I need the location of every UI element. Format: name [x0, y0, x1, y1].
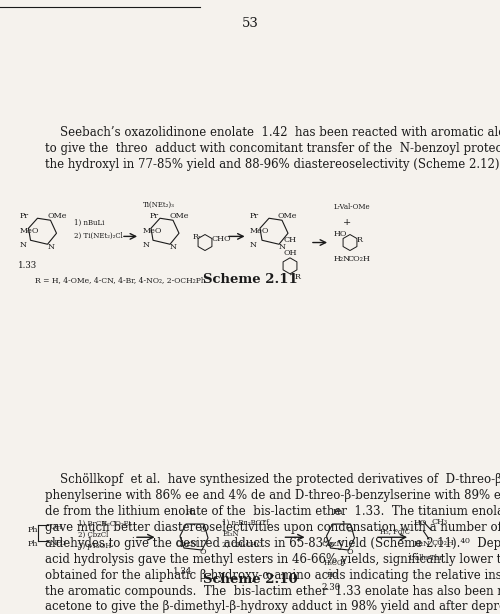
- Text: N: N: [250, 241, 257, 249]
- Text: 1) n-Bu₂BOTf,: 1) n-Bu₂BOTf,: [222, 519, 272, 527]
- Text: phenylserine with 86% ee and 4% de and D-threo-β-benzylserine with 89% ee and 66: phenylserine with 86% ee and 4% de and D…: [45, 489, 500, 502]
- Text: H₃CO: H₃CO: [324, 559, 343, 567]
- Text: Ph: Ph: [332, 508, 343, 516]
- Text: Scheme 2.10: Scheme 2.10: [202, 573, 298, 586]
- Text: O: O: [346, 548, 353, 556]
- Text: N: N: [48, 243, 54, 251]
- Text: CO₂H: CO₂H: [347, 255, 370, 263]
- Text: Ph: Ph: [186, 508, 196, 516]
- Text: O: O: [346, 526, 353, 534]
- Text: H₂N: H₂N: [334, 255, 351, 263]
- Text: Scheme 2.11: Scheme 2.11: [202, 273, 298, 286]
- Text: de from the lithium enolate of the  bis-lactim ether  1.33.  The titanium enolat: de from the lithium enolate of the bis-l…: [45, 505, 500, 518]
- Text: OMe: OMe: [170, 212, 190, 220]
- Text: acetone to give the β-dimethyl-β-hydroxy adduct in 98% yield and after deprotect: acetone to give the β-dimethyl-β-hydroxy…: [45, 600, 500, 613]
- Text: MeO: MeO: [20, 227, 40, 235]
- Text: 1) BrCH₂CO₂Et: 1) BrCH₂CO₂Et: [78, 520, 131, 528]
- Text: CO₂H: CO₂H: [431, 539, 454, 547]
- Text: to give the  threo  adduct with concomitant transfer of the  N-benzoyl protectin: to give the threo adduct with concomitan…: [45, 142, 500, 155]
- Text: R = H, 4-OMe, 4-CN, 4-Br, 4-NO₂, 2-OCH₂Ph: R = H, 4-OMe, 4-CN, 4-Br, 4-NO₂, 2-OCH₂P…: [34, 276, 205, 284]
- Text: OMe: OMe: [278, 212, 297, 220]
- Text: 1.34: 1.34: [173, 567, 192, 576]
- Text: 2) CbzCl: 2) CbzCl: [78, 531, 108, 539]
- Text: NH₂: NH₂: [50, 539, 67, 547]
- Text: MeO: MeO: [250, 227, 270, 235]
- Text: CbzN: CbzN: [322, 540, 344, 548]
- Text: aldehydes to give the desired adducts in 65-83% yield (Scheme 2.11).⁴⁰  Deprotec: aldehydes to give the desired adducts in…: [45, 537, 500, 550]
- Text: OMe: OMe: [48, 212, 67, 220]
- Text: OH: OH: [284, 249, 298, 257]
- Text: CHO: CHO: [211, 235, 231, 243]
- Text: gave much better diastereoselectivities upon condensation with a number of aroma: gave much better diastereoselectivities …: [45, 521, 500, 534]
- Text: N: N: [20, 241, 27, 249]
- Text: +: +: [344, 218, 351, 227]
- Text: Pr: Pr: [150, 212, 159, 220]
- Text: 2) CH₃CHO: 2) CH₃CHO: [222, 541, 263, 549]
- Text: N: N: [170, 243, 177, 251]
- Text: Ph: Ph: [28, 540, 38, 548]
- Text: R-: R-: [192, 233, 201, 241]
- Text: H: H: [340, 558, 346, 565]
- Text: CbzN: CbzN: [175, 540, 198, 548]
- Text: HO: HO: [414, 519, 428, 527]
- Text: 53: 53: [242, 17, 258, 30]
- Text: R: R: [357, 236, 363, 244]
- Text: Seebach’s oxazolidinone enolate  1.42  has been reacted with aromatic aldehydes: Seebach’s oxazolidinone enolate 1.42 has…: [45, 126, 500, 139]
- Text: MeO: MeO: [142, 227, 162, 235]
- Text: N: N: [279, 243, 286, 251]
- Text: the hydroxyl in 77-85% yield and 88-96% diastereoselectivity (Scheme 2.12).⁴²   : the hydroxyl in 77-85% yield and 88-96% …: [45, 158, 500, 171]
- Text: Pr: Pr: [20, 212, 29, 220]
- Text: H₂N: H₂N: [414, 540, 431, 548]
- Text: O: O: [200, 548, 206, 556]
- Text: HO: HO: [326, 571, 338, 579]
- Text: N: N: [142, 241, 150, 249]
- Text: R: R: [295, 273, 301, 281]
- Text: 2) Ti(NEt₂)₂Cl: 2) Ti(NEt₂)₂Cl: [74, 231, 123, 239]
- Text: acid hydrolysis gave the methyl esters in 46-66% yields, significantly lower tha: acid hydrolysis gave the methyl esters i…: [45, 553, 500, 565]
- Text: Ph: Ph: [28, 526, 38, 534]
- Text: 3) pTsOH: 3) pTsOH: [78, 542, 111, 550]
- Text: Schöllkopf  et al.  have synthesized the protected derivatives of  D-threo-β-: Schöllkopf et al. have synthesized the p…: [45, 473, 500, 486]
- Text: 1.33: 1.33: [18, 261, 37, 270]
- Text: L-allo-Thr: L-allo-Thr: [409, 554, 444, 562]
- Text: O: O: [200, 526, 206, 534]
- Text: L-Val-OMe: L-Val-OMe: [334, 203, 370, 211]
- Text: the aromatic compounds.  The  bis-lactim ether  1.33 enolate has also been react: the aromatic compounds. The bis-lactim e…: [45, 585, 500, 597]
- Text: Pr: Pr: [250, 212, 259, 220]
- Text: obtained for the aliphatic β-hydroxy-α-amino acids indicating the relative insta: obtained for the aliphatic β-hydroxy-α-a…: [45, 569, 500, 581]
- Text: 1) nBuLi: 1) nBuLi: [74, 219, 104, 227]
- Text: 2.30: 2.30: [322, 583, 341, 593]
- Text: H₂, Pd/C: H₂, Pd/C: [380, 528, 410, 536]
- Text: Ti(NEt₂)₃: Ti(NEt₂)₃: [142, 201, 174, 209]
- Text: CH₃: CH₃: [431, 518, 447, 526]
- Text: Et₃N: Et₃N: [222, 530, 239, 538]
- Text: HO: HO: [334, 230, 347, 238]
- Text: OH: OH: [50, 523, 64, 531]
- Text: CH: CH: [284, 236, 297, 244]
